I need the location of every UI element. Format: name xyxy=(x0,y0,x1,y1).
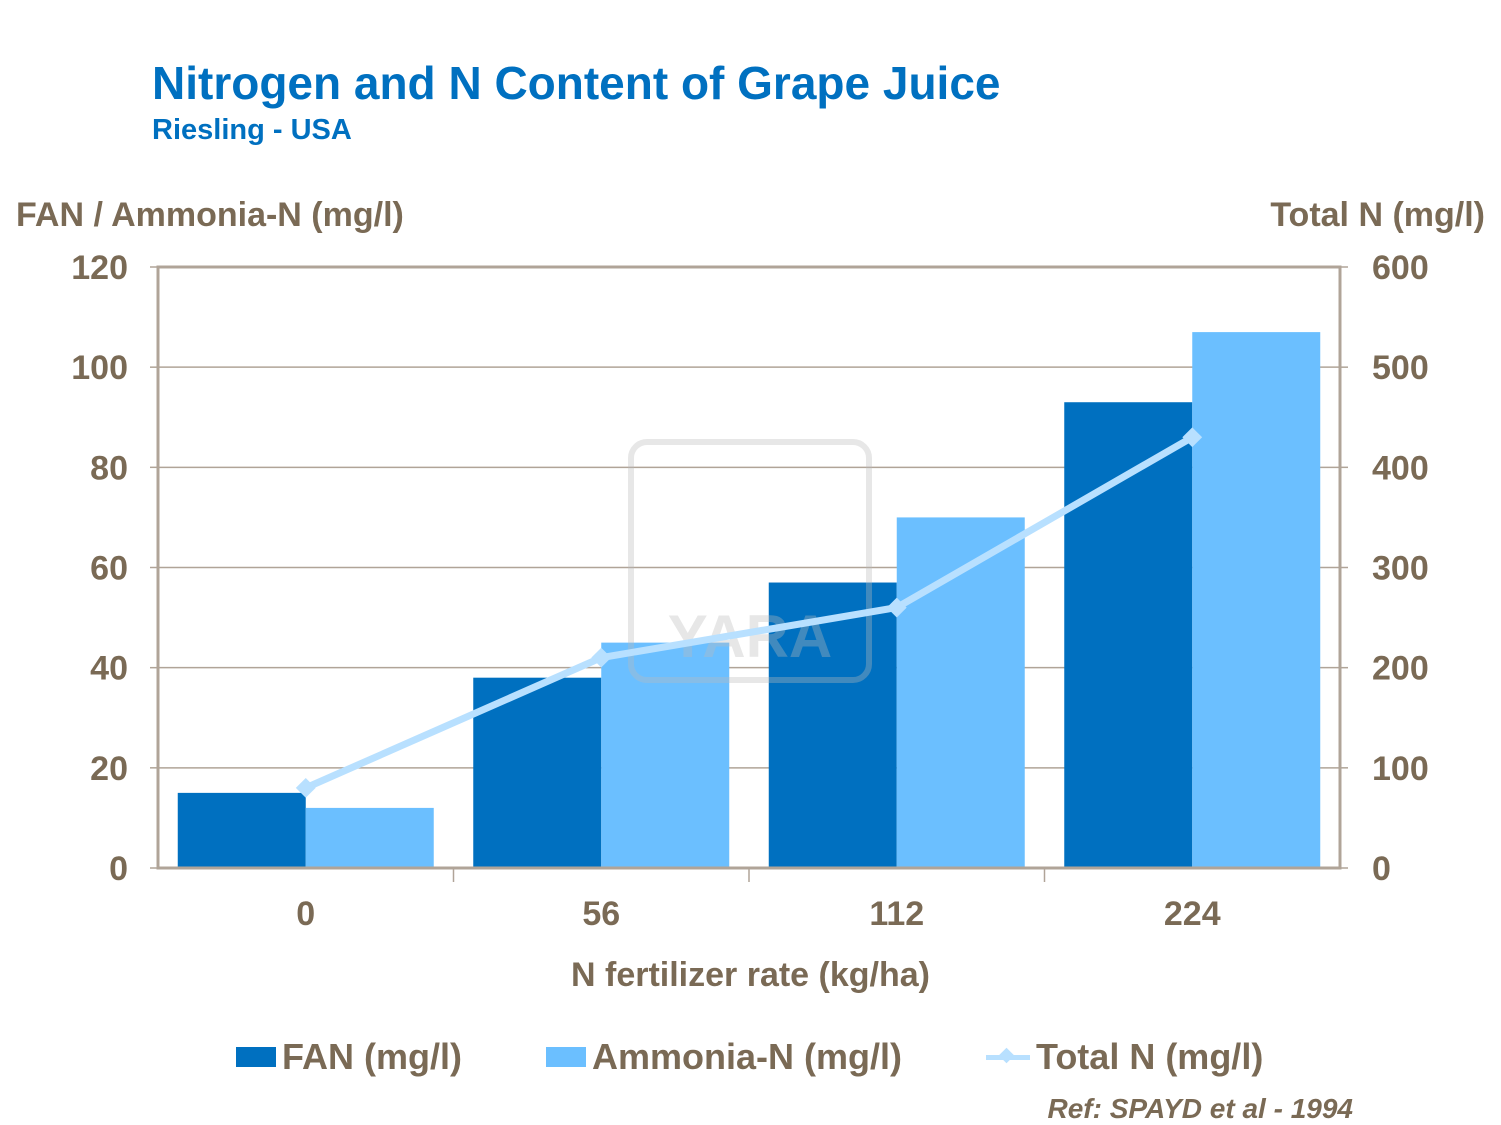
bar-ammonia-n xyxy=(601,642,730,868)
bar-ammonia-n xyxy=(896,517,1025,868)
bar-ammonia-n xyxy=(305,807,434,868)
y2-axis-label: Total N (mg/l) xyxy=(1270,196,1485,234)
y-tick-label: 40 xyxy=(90,650,128,688)
plot-border xyxy=(156,265,1342,870)
y-tick-label: 80 xyxy=(90,449,128,487)
x-tick-label: 112 xyxy=(869,895,924,933)
reference-note: Ref: SPAYD et al - 1994 xyxy=(1047,1093,1353,1124)
bar-fan xyxy=(473,677,602,868)
chart-title: Nitrogen and N Content of Grape Juice xyxy=(152,57,1001,109)
x-tick-label: 224 xyxy=(1164,895,1221,933)
total-n-marker xyxy=(591,647,612,668)
y-tick-label: 120 xyxy=(71,249,128,287)
y-tick-label: 20 xyxy=(90,750,128,788)
legend-fan: FAN (mg/l) xyxy=(236,1036,462,1078)
total-n-marker xyxy=(1182,427,1203,448)
y-axis-label: FAN / Ammonia-N (mg/l) xyxy=(16,196,404,234)
y2-tick-label: 300 xyxy=(1372,550,1429,588)
y2-tick-label: 400 xyxy=(1372,449,1429,487)
legend-label-total-n: Total N (mg/l) xyxy=(1036,1036,1264,1077)
y-tick-label: 0 xyxy=(109,850,128,888)
x-tick-label: 56 xyxy=(582,895,620,933)
legend-label-fan: FAN (mg/l) xyxy=(282,1036,462,1077)
y2-tick-label: 200 xyxy=(1372,650,1429,688)
bar-fan xyxy=(1064,402,1193,868)
y2-tick-label: 100 xyxy=(1372,750,1429,788)
bar-fan xyxy=(768,582,897,868)
legend-swatch-ammonia xyxy=(546,1047,586,1067)
y2-tick-label: 600 xyxy=(1372,249,1429,287)
bar-fan xyxy=(177,792,306,868)
y-tick-label: 60 xyxy=(90,550,128,588)
chart-subtitle: Riesling - USA xyxy=(152,114,352,146)
legend-label-ammonia: Ammonia-N (mg/l) xyxy=(592,1036,902,1077)
total-n-marker xyxy=(295,777,316,798)
y2-tick-label: 0 xyxy=(1372,850,1391,888)
legend-ammonia: Ammonia-N (mg/l) xyxy=(546,1036,902,1078)
y-tick-label: 100 xyxy=(71,349,128,387)
y2-tick-label: 500 xyxy=(1372,349,1429,387)
legend-swatch-fan xyxy=(236,1047,276,1067)
yara-watermark: YARA xyxy=(628,439,872,683)
bar-ammonia-n xyxy=(1192,332,1321,868)
x-tick-label: 0 xyxy=(296,895,315,933)
legend-total-n: Total N (mg/l) xyxy=(986,1036,1263,1078)
x-axis-label: N fertilizer rate (kg/ha) xyxy=(571,956,930,994)
svg-text:YARA: YARA xyxy=(668,603,833,670)
legend-swatch-total-n xyxy=(986,1047,1030,1067)
total-n-marker xyxy=(886,597,907,618)
total-n-line xyxy=(304,434,1194,792)
